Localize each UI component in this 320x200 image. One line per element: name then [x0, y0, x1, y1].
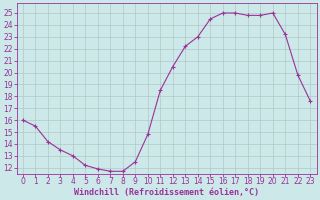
X-axis label: Windchill (Refroidissement éolien,°C): Windchill (Refroidissement éolien,°C) — [74, 188, 259, 197]
